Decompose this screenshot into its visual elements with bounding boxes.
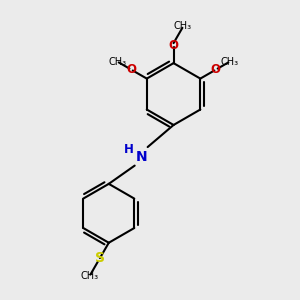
Text: CH₃: CH₃ [81,271,99,281]
Text: CH₃: CH₃ [173,21,191,31]
Text: O: O [127,63,136,76]
Text: N: N [135,150,147,164]
Text: CH₃: CH₃ [108,57,127,67]
Text: O: O [169,39,178,52]
Text: O: O [211,63,220,76]
Text: CH₃: CH₃ [220,57,239,67]
Text: S: S [95,251,105,265]
Text: H: H [124,142,134,156]
